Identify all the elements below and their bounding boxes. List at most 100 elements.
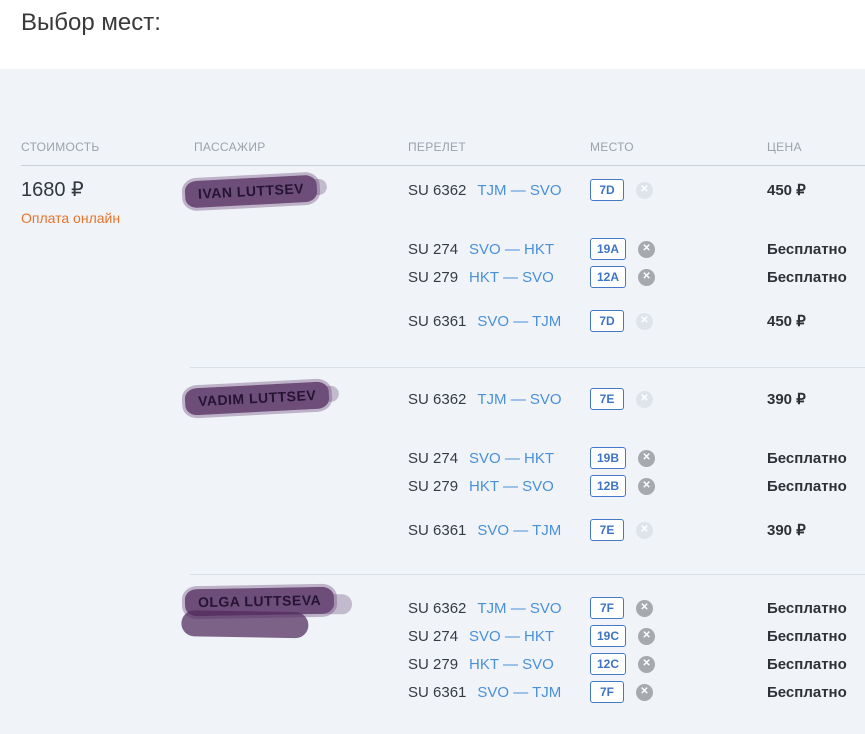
table-header: СТОИМОСТЬ ПАССАЖИР ПЕРЕЛЕТ МЕСТО ЦЕНА (21, 139, 865, 166)
passenger-cell: VADIM LUTTSEV (184, 381, 408, 544)
seat-badge[interactable]: 7E (590, 519, 624, 541)
flight-number: SU 274 (408, 240, 459, 258)
flight-cell: SU 279 HKT — SVO (408, 656, 590, 673)
flight-number: SU 6361 (408, 683, 467, 701)
flight-cell: SU 6361 SVO — TJM (408, 313, 590, 330)
cost-cell (21, 594, 194, 706)
flight-row: SU 279 HKT — SVO 12A ✕ Бесплатно (408, 263, 865, 291)
flight-number: SU 274 (408, 627, 459, 645)
seat-badge[interactable]: 12C (590, 653, 627, 675)
flight-cell: SU 274 SVO — HKT (408, 628, 590, 645)
route-link[interactable]: TJM — SVO (477, 599, 562, 617)
seat-badge[interactable]: 7E (590, 388, 624, 410)
flight-number: SU 6361 (408, 521, 467, 539)
remove-seat-button[interactable]: ✕ (636, 599, 653, 617)
route-link[interactable]: SVO — TJM (477, 521, 562, 539)
flight-row: SU 6361 SVO — TJM 7E ✕ 390 ₽ (408, 516, 865, 544)
flight-cell: SU 279 HKT — SVO (408, 269, 590, 286)
remove-seat-button[interactable]: ✕ (638, 449, 656, 467)
column-header-price: ЦЕНА (767, 140, 802, 154)
passenger-name-redacted: IVAN LUTTSEV (184, 174, 318, 209)
route-link[interactable]: HKT — SVO (469, 655, 554, 673)
flight-row: SU 6362 TJM — SVO 7D ✕ 450 ₽ (408, 176, 865, 204)
passenger-block: VADIM LUTTSEV SU 6362 TJM — SVO 7E ✕ 390… (21, 381, 865, 544)
seat-price: Бесплатно (767, 449, 847, 467)
passenger-block: 1680 ₽ Оплата онлайн IVAN LUTTSEV SU 636… (21, 174, 865, 335)
flight-number: SU 274 (408, 449, 459, 467)
flight-row: SU 274 SVO — HKT 19A ✕ Бесплатно (408, 235, 865, 263)
seat-badge[interactable]: 7D (590, 310, 624, 332)
seat-badge[interactable]: 12B (590, 475, 627, 497)
seat-price: 450 ₽ (767, 182, 806, 199)
remove-seat-button[interactable]: ✕ (638, 477, 656, 495)
route-link[interactable]: SVO — HKT (469, 627, 555, 645)
remove-seat-button[interactable]: ✕ (638, 268, 656, 286)
flight-cell: SU 6362 TJM — SVO (408, 600, 590, 617)
passenger-cell: OLGA LUTTSEVA (184, 586, 408, 706)
flight-cell: SU 6361 SVO — TJM (408, 684, 590, 701)
route-link[interactable]: SVO — HKT (469, 240, 555, 258)
seat-cell: 7D ✕ (590, 310, 767, 332)
flight-number: SU 279 (408, 477, 459, 495)
seat-cell: 7D ✕ (590, 179, 767, 201)
seat-price: Бесплатно (767, 683, 847, 701)
flight-number: SU 6361 (408, 312, 467, 330)
remove-seat-icon: ✕ (636, 521, 653, 539)
seat-badge[interactable]: 19B (590, 447, 627, 469)
flight-cell: SU 6362 TJM — SVO (408, 391, 590, 408)
flight-row: SU 274 SVO — HKT 19B ✕ Бесплатно (408, 444, 865, 472)
passenger-name-redacted: OLGA LUTTSEVA (184, 586, 335, 617)
flight-cell: SU 274 SVO — HKT (408, 450, 590, 467)
remove-seat-icon: ✕ (636, 312, 653, 330)
flight-rows: SU 6362 TJM — SVO 7E ✕ 390 ₽ SU 274 SVO … (408, 385, 865, 544)
column-header-seat: МЕСТО (590, 140, 634, 154)
route-link[interactable]: SVO — TJM (477, 312, 562, 330)
route-link[interactable]: TJM — SVO (477, 181, 562, 199)
seat-price: Бесплатно (767, 599, 847, 617)
seat-selection-panel: СТОИМОСТЬ ПАССАЖИР ПЕРЕЛЕТ МЕСТО ЦЕНА 16… (0, 69, 865, 734)
seat-cell: 7F ✕ (590, 597, 767, 619)
seat-price: Бесплатно (767, 655, 847, 673)
seat-badge[interactable]: 12A (590, 266, 627, 288)
flight-row: SU 6361 SVO — TJM 7D ✕ 450 ₽ (408, 307, 865, 335)
seat-badge[interactable]: 19A (590, 238, 627, 260)
passenger-name-redacted: VADIM LUTTSEV (184, 381, 330, 416)
flight-cell: SU 6361 SVO — TJM (408, 522, 590, 539)
route-link[interactable]: HKT — SVO (469, 477, 554, 495)
flight-row: SU 279 HKT — SVO 12C ✕ Бесплатно (408, 650, 865, 678)
route-link[interactable]: SVO — HKT (469, 449, 555, 467)
flight-cell: SU 279 HKT — SVO (408, 478, 590, 495)
seat-cell: 19A ✕ (590, 238, 767, 260)
seat-price: Бесплатно (767, 240, 847, 258)
seat-badge[interactable]: 19C (590, 625, 627, 647)
flight-row: SU 6362 TJM — SVO 7F ✕ Бесплатно (408, 594, 865, 622)
flight-cell: SU 6362 TJM — SVO (408, 182, 590, 199)
route-link[interactable]: SVO — TJM (477, 683, 562, 701)
flight-number: SU 279 (408, 268, 459, 286)
flight-cell: SU 274 SVO — HKT (408, 241, 590, 258)
flight-row: SU 6362 TJM — SVO 7E ✕ 390 ₽ (408, 385, 865, 413)
seat-cell: 12B ✕ (590, 475, 767, 497)
column-header-passenger: ПАССАЖИР (194, 140, 266, 154)
remove-seat-button[interactable]: ✕ (636, 683, 653, 701)
passenger-block: OLGA LUTTSEVA SU 6362 TJM — SVO 7F ✕ Бес… (21, 586, 865, 706)
seat-price: Бесплатно (767, 477, 847, 495)
seat-badge[interactable]: 7F (590, 597, 624, 619)
route-link[interactable]: HKT — SVO (469, 268, 554, 286)
remove-seat-button[interactable]: ✕ (638, 240, 656, 258)
cost-cell (21, 385, 194, 544)
seat-badge[interactable]: 7D (590, 179, 624, 201)
remove-seat-icon: ✕ (636, 181, 653, 199)
route-link[interactable]: TJM — SVO (477, 390, 562, 408)
page-title: Выбор мест: (21, 9, 161, 36)
flight-row: SU 6361 SVO — TJM 7F ✕ Бесплатно (408, 678, 865, 706)
seat-price: 390 ₽ (767, 522, 806, 539)
seat-cell: 12A ✕ (590, 266, 767, 288)
remove-seat-icon: ✕ (636, 390, 653, 408)
column-header-flight: ПЕРЕЛЕТ (408, 140, 466, 154)
remove-seat-button[interactable]: ✕ (638, 627, 656, 645)
remove-seat-button[interactable]: ✕ (638, 655, 656, 673)
payment-online-note: Оплата онлайн (21, 210, 121, 226)
seat-badge[interactable]: 7F (590, 681, 624, 703)
seat-price: Бесплатно (767, 627, 847, 645)
